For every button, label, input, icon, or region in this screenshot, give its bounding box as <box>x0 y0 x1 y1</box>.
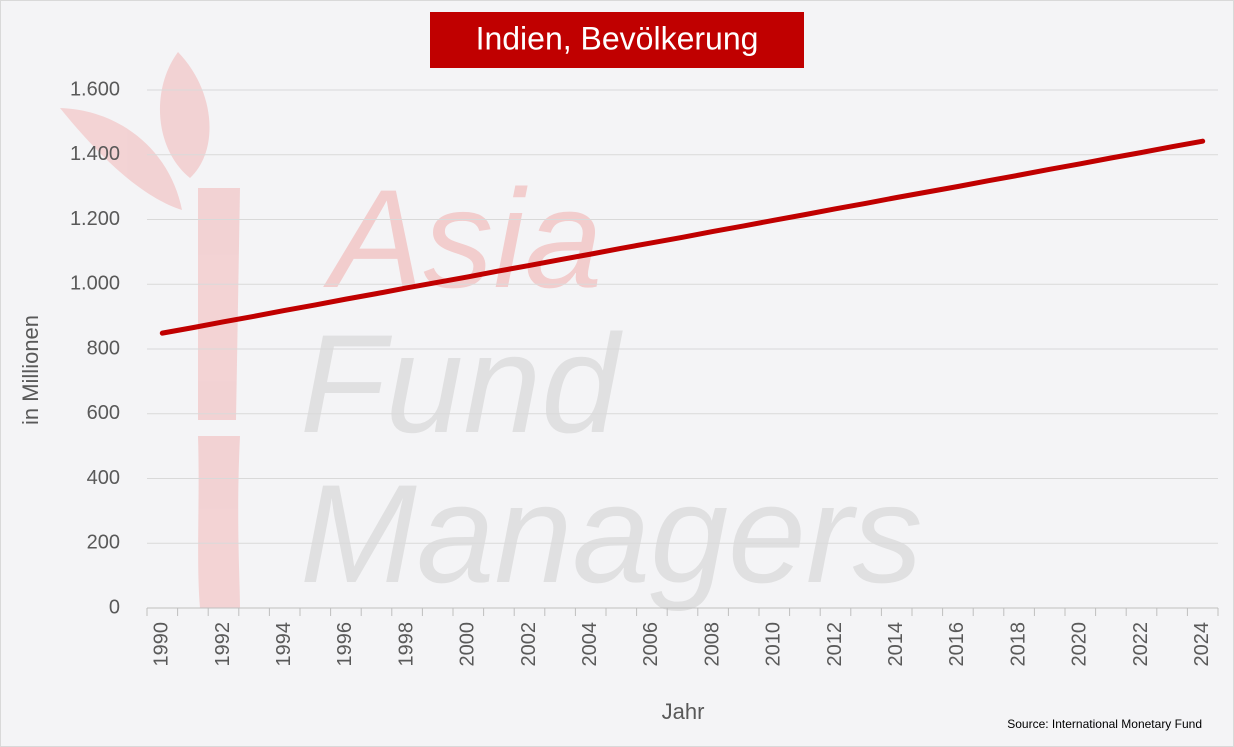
x-tick-label: 1998 <box>395 622 417 667</box>
x-tick-label: 2002 <box>518 622 540 667</box>
x-tick-label: 2020 <box>1069 622 1091 667</box>
y-tick-label: 1.000 <box>70 273 120 295</box>
source-note: Source: International Monetary Fund <box>1007 717 1202 731</box>
y-tick-label: 400 <box>87 467 120 489</box>
x-tick-label: 1992 <box>212 622 234 667</box>
x-tick-label: 1996 <box>334 622 356 667</box>
title-box <box>430 12 804 68</box>
y-tick-label: 200 <box>87 532 120 554</box>
chart-title: Indien, Bevölkerung <box>476 20 759 56</box>
x-tick-label: 2004 <box>579 622 601 667</box>
y-tick-label: 1.400 <box>70 143 120 165</box>
y-tick-label: 600 <box>87 402 120 424</box>
x-tick-label: 2024 <box>1191 622 1213 667</box>
line-series <box>159 138 1206 336</box>
y-tick-label: 800 <box>87 337 120 359</box>
x-tick-label: 1994 <box>273 622 295 667</box>
x-tick-label: 2016 <box>946 622 968 667</box>
y-tick-label: 0 <box>109 596 120 618</box>
x-tick-label: 1990 <box>151 622 173 667</box>
watermark: Asia <box>323 160 602 317</box>
x-tick-label: 2022 <box>1130 622 1152 667</box>
x-axis-label: Jahr <box>662 699 705 724</box>
y-tick-label: 1.600 <box>70 78 120 100</box>
x-tick-label: 2006 <box>640 622 662 667</box>
watermark-logo <box>60 52 240 608</box>
x-tick-label: 2012 <box>824 622 846 667</box>
x-tick-label: 2010 <box>763 622 785 667</box>
y-tick-label: 1.200 <box>70 208 120 230</box>
watermark: Fund <box>300 305 623 462</box>
x-tick-label: 2008 <box>701 622 723 667</box>
watermark: Managers <box>300 455 923 612</box>
x-tick-label: 2014 <box>885 622 907 667</box>
x-tick-label: 2000 <box>457 622 479 667</box>
x-tick-label: 2018 <box>1007 622 1029 667</box>
y-axis-label: in Millionen <box>18 315 43 425</box>
